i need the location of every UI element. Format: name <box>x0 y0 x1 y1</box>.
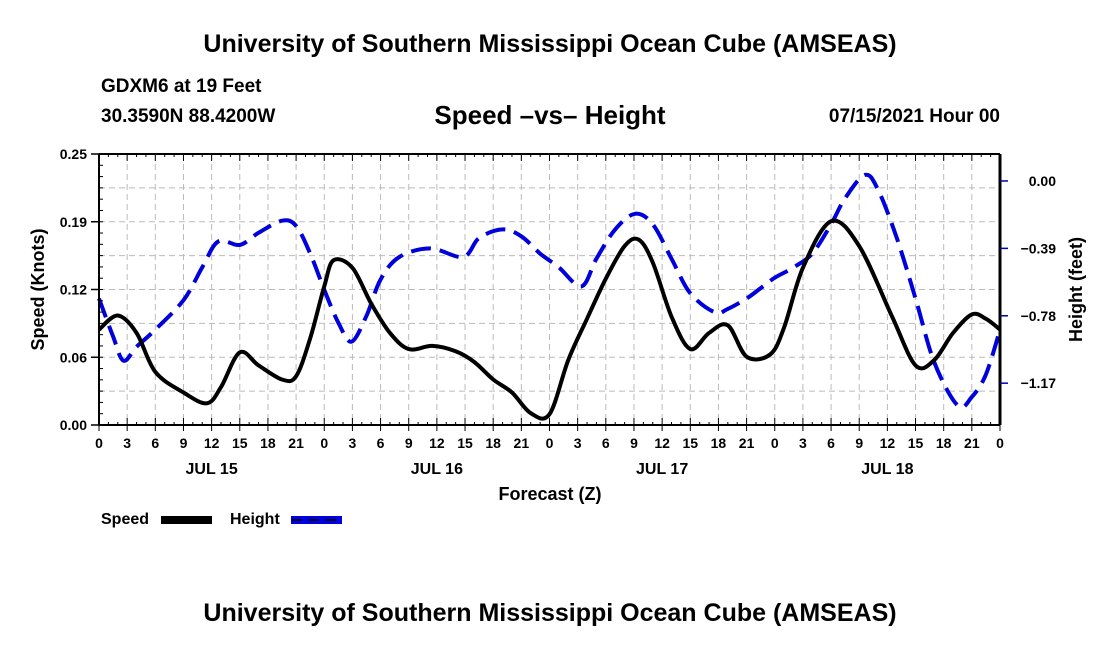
x-tick-label: 15 <box>908 435 924 451</box>
y2-axis-title: Height (feet) <box>1066 237 1086 342</box>
x-tick-label: 3 <box>799 435 807 451</box>
x-tick-label: 12 <box>654 435 670 451</box>
y-axis-title: Speed (Knots) <box>28 228 48 350</box>
y-tick-label: 0.19 <box>60 214 87 230</box>
x-tick-label: 9 <box>630 435 638 451</box>
x-tick-label: 15 <box>457 435 473 451</box>
x-tick-label: 21 <box>739 435 755 451</box>
coordinates-label: 30.3590N 88.4200W <box>101 106 276 127</box>
x-tick-label: 0 <box>95 435 103 451</box>
legend-swatch-speed <box>161 516 212 524</box>
y-tick-label: 0.25 <box>60 146 87 162</box>
x-tick-label: 12 <box>204 435 220 451</box>
x-tick-label: 9 <box>405 435 413 451</box>
x-tick-label: 6 <box>151 435 159 451</box>
day-label: JUL 16 <box>411 461 463 478</box>
x-tick-label: 18 <box>260 435 276 451</box>
x-tick-label: 15 <box>682 435 698 451</box>
x-tick-label: 3 <box>123 435 131 451</box>
y-tick-label: 0.00 <box>60 417 87 433</box>
x-tick-label: 0 <box>771 435 779 451</box>
x-tick-label: 3 <box>349 435 357 451</box>
chart-subtitle: Speed –vs– Height <box>0 100 1100 131</box>
y-tick-label: 0.06 <box>60 349 87 365</box>
y-tick-label: 0.12 <box>60 282 87 298</box>
x-tick-label: 15 <box>232 435 248 451</box>
forecast-datetime: 07/15/2021 Hour 00 <box>828 106 1000 127</box>
x-tick-label: 21 <box>288 435 304 451</box>
day-label: JUL 17 <box>636 461 688 478</box>
x-tick-label: 0 <box>320 435 328 451</box>
y2-tick-label: 0.00 <box>1029 173 1056 189</box>
x-axis-title: Forecast (Z) <box>498 484 601 504</box>
x-tick-label: 0 <box>996 435 1004 451</box>
x-tick-label: 6 <box>827 435 835 451</box>
x-tick-label: 12 <box>880 435 896 451</box>
station-label: GDXM6 at 19 Feet <box>101 76 262 97</box>
series-group <box>97 172 1002 421</box>
chart-title: University of Southern Mississippi Ocean… <box>203 30 897 58</box>
series-line-height <box>97 172 1002 410</box>
x-tick-label: 21 <box>964 435 980 451</box>
legend: Speed Height <box>101 511 342 528</box>
x-tick-label: 18 <box>711 435 727 451</box>
legend-label-height: Height <box>230 511 280 528</box>
axes <box>91 153 1008 431</box>
x-tick-label: 9 <box>855 435 863 451</box>
y2-tick-label: −1.17 <box>1021 375 1057 391</box>
axis-labels: 0 3 6 9 12 15 18 21 0 3 6 9 12 15 18 21 0 3 6 9 12 15 18 21 0 3 6 9… <box>28 146 1086 504</box>
x-tick-label: 18 <box>936 435 952 451</box>
x-tick-label: 12 <box>429 435 445 451</box>
x-tick-label: 6 <box>602 435 610 451</box>
chart-subtitle-text: Speed –vs– Height <box>434 100 666 130</box>
grid-lines <box>99 154 1000 425</box>
footer-title: University of Southern Mississippi Ocean… <box>203 599 897 627</box>
x-tick-label: 3 <box>574 435 582 451</box>
series-line-speed <box>97 218 1002 421</box>
y2-tick-label: −0.39 <box>1021 240 1057 256</box>
day-label: JUL 15 <box>186 461 238 478</box>
x-tick-label: 6 <box>377 435 385 451</box>
x-tick-label: 18 <box>485 435 501 451</box>
day-label: JUL 18 <box>861 461 913 478</box>
x-tick-label: 9 <box>180 435 188 451</box>
legend-label-speed: Speed <box>101 511 149 528</box>
x-tick-label: 21 <box>514 435 530 451</box>
x-tick-label: 0 <box>546 435 554 451</box>
y2-tick-label: −0.78 <box>1021 308 1057 324</box>
